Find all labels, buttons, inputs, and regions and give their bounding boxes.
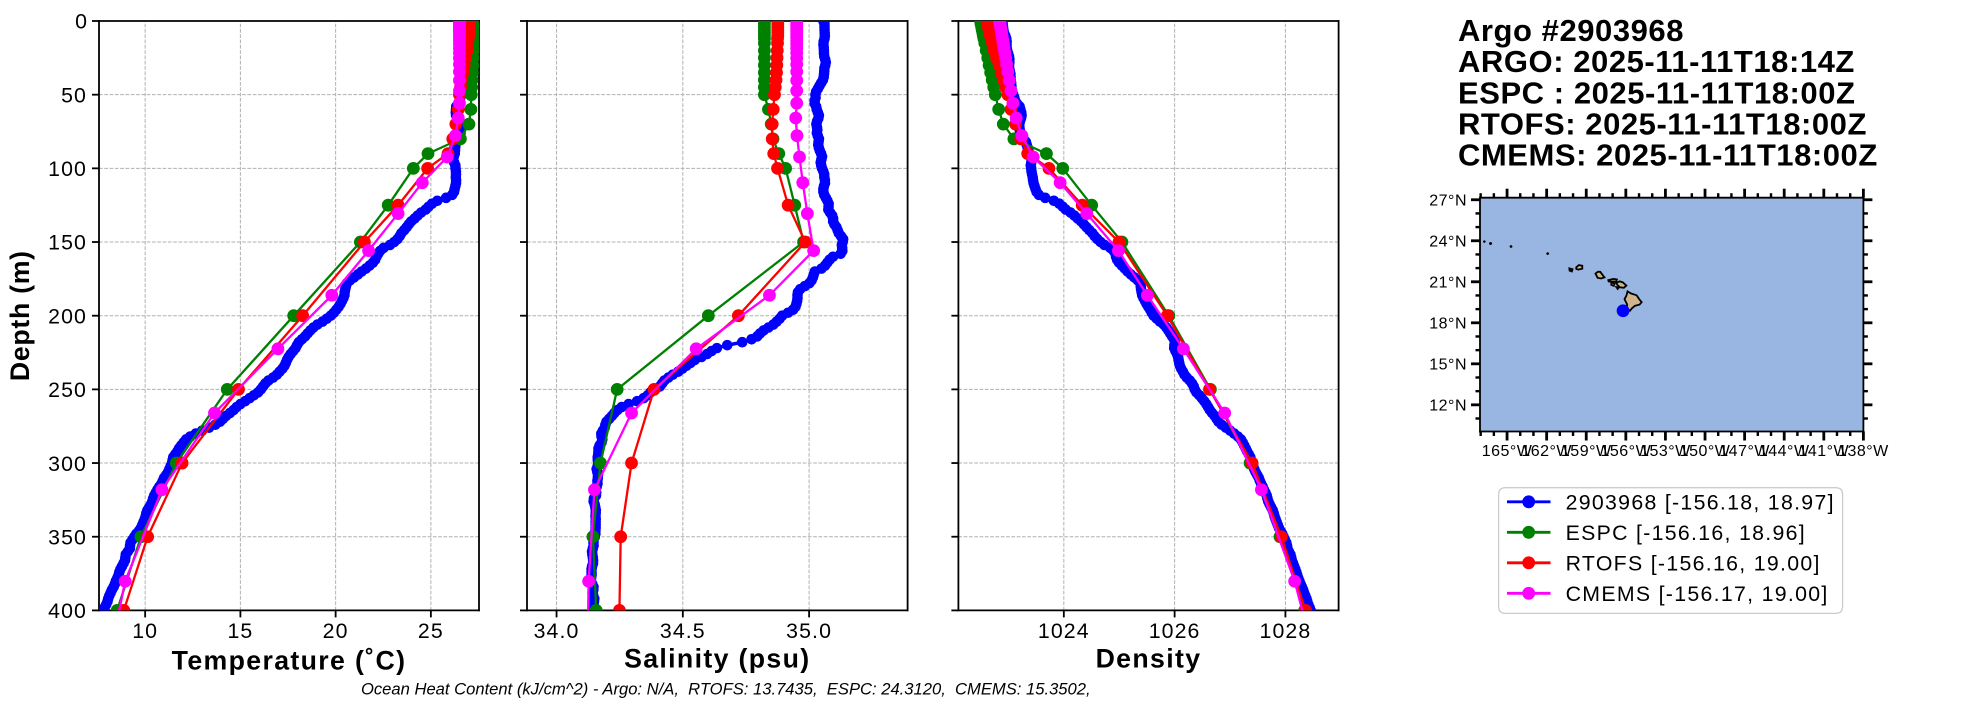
svg-text:162°W: 162°W — [1521, 443, 1572, 460]
svg-text:0: 0 — [75, 10, 87, 34]
svg-text:24°N: 24°N — [1429, 234, 1467, 251]
svg-text:153°W: 153°W — [1640, 443, 1691, 460]
svg-text:27°N: 27°N — [1429, 193, 1467, 210]
svg-text:15°N: 15°N — [1429, 357, 1467, 374]
svg-text:150: 150 — [48, 231, 87, 255]
svg-text:Depth (m): Depth (m) — [5, 250, 35, 381]
svg-text:400: 400 — [48, 599, 87, 623]
svg-text:15: 15 — [227, 619, 253, 643]
svg-text:Argo #2903968: Argo #2903968 — [1458, 13, 1684, 48]
svg-text:25: 25 — [418, 619, 444, 643]
svg-text:Salinity (psu): Salinity (psu) — [624, 644, 810, 674]
svg-text:Temperature (˚C): Temperature (˚C) — [172, 646, 407, 676]
svg-text:144°W: 144°W — [1759, 443, 1810, 460]
svg-text:10: 10 — [132, 619, 158, 643]
svg-text:50: 50 — [61, 83, 87, 107]
svg-text:RTOFS [-156.16, 19.00]: RTOFS [-156.16, 19.00] — [1566, 552, 1821, 576]
svg-text:138°W: 138°W — [1838, 443, 1889, 460]
svg-text:165°W: 165°W — [1482, 443, 1533, 460]
svg-text:ESPC : 2025-11-11T18:00Z: ESPC : 2025-11-11T18:00Z — [1458, 75, 1855, 110]
svg-text:2903968 [-156.18, 18.97]: 2903968 [-156.18, 18.97] — [1566, 491, 1835, 515]
svg-text:20: 20 — [323, 619, 349, 643]
svg-text:150°W: 150°W — [1680, 443, 1731, 460]
svg-text:147°W: 147°W — [1719, 443, 1770, 460]
svg-text:250: 250 — [48, 378, 87, 402]
svg-text:35.0: 35.0 — [786, 619, 832, 643]
svg-text:Density: Density — [1096, 644, 1202, 674]
svg-text:200: 200 — [48, 304, 87, 328]
svg-text:1028: 1028 — [1260, 619, 1312, 643]
svg-text:1026: 1026 — [1149, 619, 1201, 643]
svg-text:12°N: 12°N — [1429, 398, 1467, 415]
svg-text:18°N: 18°N — [1429, 316, 1467, 333]
svg-text:156°W: 156°W — [1600, 443, 1651, 460]
svg-text:21°N: 21°N — [1429, 275, 1467, 292]
svg-text:Ocean Heat Content (kJ/cm^2) -: Ocean Heat Content (kJ/cm^2) - Argo: N/A… — [361, 680, 1091, 699]
svg-text:ESPC [-156.16, 18.96]: ESPC [-156.16, 18.96] — [1566, 521, 1806, 545]
svg-text:CMEMS [-156.17, 19.00]: CMEMS [-156.17, 19.00] — [1566, 582, 1829, 606]
svg-text:CMEMS: 2025-11-11T18:00Z: CMEMS: 2025-11-11T18:00Z — [1458, 138, 1878, 173]
svg-text:1024: 1024 — [1038, 619, 1090, 643]
svg-text:159°W: 159°W — [1561, 443, 1612, 460]
svg-text:34.5: 34.5 — [660, 619, 706, 643]
svg-text:34.0: 34.0 — [534, 619, 580, 643]
svg-text:ARGO: 2025-11-11T18:14Z: ARGO: 2025-11-11T18:14Z — [1458, 44, 1855, 79]
svg-text:100: 100 — [48, 157, 87, 181]
svg-text:350: 350 — [48, 525, 87, 549]
svg-text:300: 300 — [48, 452, 87, 476]
svg-text:141°W: 141°W — [1798, 443, 1849, 460]
svg-text:RTOFS: 2025-11-11T18:00Z: RTOFS: 2025-11-11T18:00Z — [1458, 106, 1867, 141]
